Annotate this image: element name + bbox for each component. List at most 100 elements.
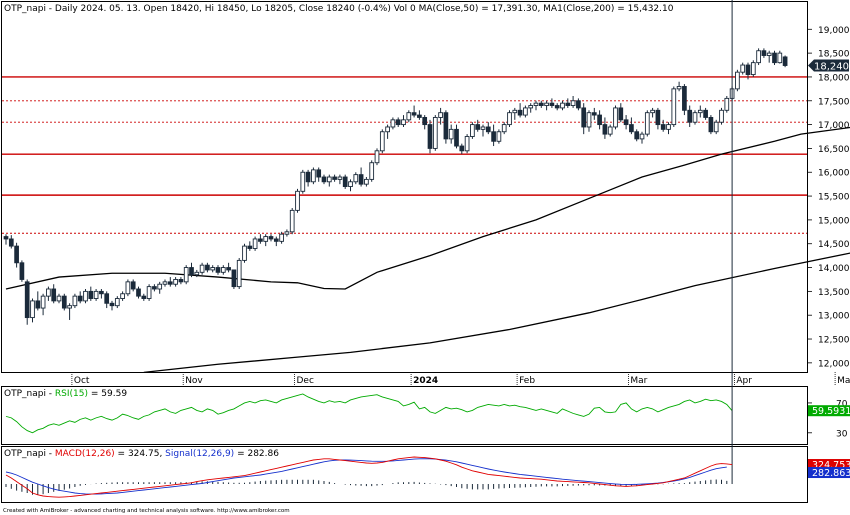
candle bbox=[104, 291, 110, 309]
candle bbox=[538, 100, 544, 108]
candle bbox=[46, 286, 51, 301]
rsi-panel bbox=[5, 393, 733, 434]
y-tick-label: 12,500 bbox=[818, 336, 850, 346]
rsi-tick-label: 70 bbox=[836, 399, 848, 409]
candle bbox=[337, 174, 343, 185]
x-axis-label: 2024 bbox=[413, 376, 438, 386]
candle bbox=[364, 177, 369, 187]
candle bbox=[332, 174, 337, 182]
rsi-panel-frame bbox=[1, 386, 808, 445]
candle bbox=[703, 107, 708, 120]
candle bbox=[533, 100, 539, 111]
candle bbox=[554, 103, 560, 111]
candle bbox=[205, 262, 210, 273]
macd-panel-title: OTP_napi - MACD(12,26) = 324.75, Signal(… bbox=[4, 449, 279, 459]
candlesticks bbox=[3, 48, 788, 325]
footer-credit: Created with AmiBroker - advanced charti… bbox=[3, 508, 290, 514]
candle bbox=[162, 279, 168, 287]
x-axis-label: Apr bbox=[736, 376, 752, 386]
candle bbox=[586, 110, 592, 132]
candle bbox=[777, 50, 783, 64]
y-tick-label: 17,000 bbox=[818, 121, 850, 131]
candle bbox=[623, 115, 629, 130]
candle bbox=[682, 84, 687, 116]
rsi-value-badge-shape bbox=[808, 405, 850, 417]
candle bbox=[30, 298, 35, 323]
y-tick-label: 19,000 bbox=[818, 26, 850, 36]
candle bbox=[671, 86, 677, 127]
horizontal-levels bbox=[2, 76, 807, 234]
candle bbox=[602, 117, 608, 139]
y-tick-label: 17,500 bbox=[818, 97, 850, 107]
candle bbox=[40, 293, 46, 316]
macd-panel-frame bbox=[1, 446, 808, 503]
candle bbox=[501, 122, 507, 135]
candle bbox=[369, 160, 375, 182]
rsi-value-badge-label: 59.5931 bbox=[812, 406, 850, 417]
candle bbox=[19, 260, 25, 282]
candle bbox=[655, 107, 661, 130]
candle bbox=[242, 243, 247, 263]
candle bbox=[560, 100, 565, 111]
candle bbox=[77, 291, 83, 304]
candle bbox=[565, 98, 571, 108]
signal-value-badge-shape bbox=[808, 467, 850, 479]
candle bbox=[740, 62, 746, 75]
macd-panel bbox=[5, 0, 733, 498]
candle bbox=[708, 115, 714, 135]
x-axis-label: Dec bbox=[297, 376, 314, 386]
candle bbox=[178, 277, 184, 285]
candle bbox=[342, 174, 348, 189]
candle bbox=[401, 115, 406, 127]
candle bbox=[24, 279, 30, 325]
x-axis-label: Feb bbox=[519, 376, 535, 386]
candle bbox=[528, 103, 534, 113]
candle bbox=[385, 124, 390, 139]
y-tick-label: 18,000 bbox=[818, 73, 850, 83]
candle bbox=[697, 105, 703, 118]
y-tick-label: 14,500 bbox=[818, 240, 850, 250]
candle bbox=[51, 284, 57, 304]
candle bbox=[782, 55, 788, 68]
candle bbox=[544, 100, 549, 111]
candle bbox=[634, 129, 640, 142]
candle bbox=[390, 117, 396, 130]
signal-value-badge-label: 282.863 bbox=[812, 468, 850, 479]
x-axis-label: Mar bbox=[630, 376, 647, 386]
candle bbox=[88, 286, 94, 301]
candle bbox=[395, 117, 401, 127]
candle bbox=[167, 277, 173, 287]
candle bbox=[114, 296, 120, 309]
candle bbox=[120, 291, 125, 301]
macd-value-badge-shape bbox=[808, 459, 850, 471]
candle bbox=[56, 293, 62, 304]
candle bbox=[300, 169, 306, 194]
candle bbox=[687, 105, 693, 127]
candle bbox=[639, 131, 645, 144]
candle bbox=[772, 50, 777, 66]
candle bbox=[379, 129, 385, 154]
candle bbox=[406, 110, 412, 123]
candle bbox=[644, 110, 650, 137]
y-tick-label: 15,500 bbox=[818, 193, 850, 203]
candle bbox=[570, 96, 576, 108]
candle bbox=[417, 110, 422, 120]
candle bbox=[422, 115, 428, 130]
candle bbox=[750, 60, 756, 77]
candle bbox=[194, 269, 200, 278]
candle bbox=[692, 110, 698, 125]
candle bbox=[523, 105, 528, 118]
last-price-badge: 18,240 bbox=[808, 59, 849, 72]
candle bbox=[512, 107, 518, 120]
price-panel-frame bbox=[1, 1, 808, 373]
candle bbox=[99, 288, 104, 299]
candle bbox=[427, 119, 433, 154]
candle bbox=[491, 124, 496, 147]
candle bbox=[613, 105, 618, 130]
candle bbox=[226, 262, 231, 273]
x-axis-label: Oct bbox=[74, 376, 90, 386]
candle bbox=[618, 103, 624, 123]
y-tick-label: 16,500 bbox=[818, 145, 850, 155]
candle bbox=[576, 98, 581, 111]
